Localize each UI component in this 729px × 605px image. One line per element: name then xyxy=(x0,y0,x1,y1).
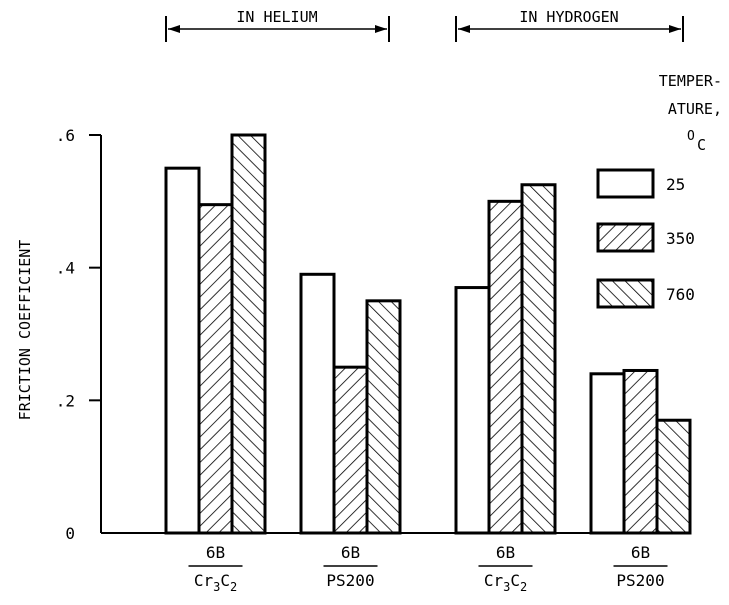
bar-760-cat-3 xyxy=(655,418,692,535)
y-tick-label: .2 xyxy=(56,391,75,410)
category-denominator: Cr3C2 xyxy=(484,571,527,594)
bar-760-cat-1 xyxy=(365,299,402,535)
category-denominator: PS200 xyxy=(326,571,374,590)
legend-swatch xyxy=(596,222,655,253)
legend-label: 350 xyxy=(666,229,695,248)
denominator-subscript: 3 xyxy=(213,580,220,594)
bar-350-cat-3 xyxy=(622,368,659,535)
category-numerator: 6B xyxy=(206,543,225,562)
category-label: 6B PS200 xyxy=(613,543,668,590)
legend-label: 760 xyxy=(666,285,695,304)
bar-25-cat-3 xyxy=(589,372,626,535)
denominator-subscript: 2 xyxy=(520,580,527,594)
group-label-helium: IN HELIUM xyxy=(236,8,317,26)
denominator-subscript: 3 xyxy=(503,580,510,594)
bars xyxy=(164,133,692,535)
y-tick-label: .6 xyxy=(56,126,75,145)
bar-25-cat-0 xyxy=(164,166,201,535)
bar-25-cat-2 xyxy=(454,286,491,535)
bar-760-cat-2 xyxy=(520,183,557,535)
legend-unit-degree: O xyxy=(687,129,695,144)
denominator-part: Cr xyxy=(484,571,504,590)
legend-title-line2: ATURE, xyxy=(668,100,722,118)
legend-title-line1: TEMPER- xyxy=(659,72,722,90)
denominator-part: Cr xyxy=(194,571,214,590)
denominator-part: C xyxy=(510,571,520,590)
legend-items: 25 350 760 xyxy=(596,168,695,309)
legend-swatch xyxy=(596,168,655,199)
legend-item-350: 350 xyxy=(596,222,695,253)
denominator-part: PS200 xyxy=(326,571,374,590)
legend-item-25: 25 xyxy=(596,168,685,199)
denominator-part: C xyxy=(220,571,230,590)
legend-label: 25 xyxy=(666,175,685,194)
category-label: 6B PS200 xyxy=(323,543,378,590)
category-label: 6B Cr3C2 xyxy=(188,543,243,594)
legend-unit: C xyxy=(697,136,706,154)
bar-25-cat-1 xyxy=(299,272,336,535)
category-numerator: 6B xyxy=(496,543,515,562)
denominator-part: PS200 xyxy=(616,571,664,590)
legend-item-760: 760 xyxy=(596,278,695,309)
legend-swatch xyxy=(596,278,655,309)
category-label: 6B Cr3C2 xyxy=(478,543,533,594)
category-denominator: PS200 xyxy=(616,571,664,590)
group-label-hydrogen: IN HYDROGEN xyxy=(519,8,618,26)
y-ticks: 0 .2 .4 .6 xyxy=(56,126,101,543)
bar-350-cat-2 xyxy=(487,199,524,535)
denominator-subscript: 2 xyxy=(230,580,237,594)
y-tick-label: 0 xyxy=(65,524,75,543)
group-bracket-helium: IN HELIUM xyxy=(165,8,390,42)
category-denominator: Cr3C2 xyxy=(194,571,237,594)
group-bracket-hydrogen: IN HYDROGEN xyxy=(455,8,684,42)
legend: TEMPER- ATURE, O C 25 350 760 xyxy=(596,72,722,309)
category-numerator: 6B xyxy=(341,543,360,562)
bar-760-cat-0 xyxy=(230,133,267,535)
category-numerator: 6B xyxy=(631,543,650,562)
bar-350-cat-0 xyxy=(197,203,234,535)
bar-350-cat-1 xyxy=(332,365,369,535)
y-tick-label: .4 xyxy=(56,259,75,278)
y-axis-label: FRICTION COEFFICIENT xyxy=(16,240,34,421)
